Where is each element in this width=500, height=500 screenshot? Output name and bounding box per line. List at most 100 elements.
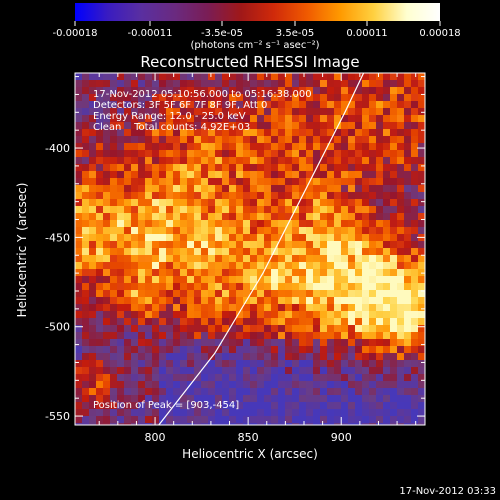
heatmap-cell [383,213,391,221]
heatmap-cell [383,108,391,116]
heatmap-cell [138,80,146,88]
heatmap-cell [243,101,251,109]
heatmap-cell [341,339,349,347]
heatmap-cell [194,108,202,116]
heatmap-cell [173,241,181,249]
heatmap-cell [229,290,237,298]
heatmap-cell [82,409,90,417]
heatmap-cell [348,325,356,333]
heatmap-cell [75,332,83,340]
heatmap-cell [285,101,293,109]
y-tick-label: -450 [45,231,70,244]
heatmap-cell [369,283,377,291]
heatmap-cell [243,332,251,340]
heatmap-cell [194,402,202,410]
heatmap-cell [229,283,237,291]
heatmap-cell [152,192,160,200]
heatmap-cell [285,423,293,425]
heatmap-cell [348,416,356,424]
heatmap-cell [264,80,272,88]
heatmap-cell [257,220,265,228]
heatmap-cell [306,164,314,172]
heatmap-cell [383,381,391,389]
heatmap-cell [264,276,272,284]
heatmap-cell [404,255,412,263]
heatmap-cell [418,171,425,179]
heatmap-cell [278,262,286,270]
heatmap-cell [292,325,300,333]
heatmap-cell [418,87,425,95]
heatmap-cell [397,150,405,158]
heatmap-cell [82,381,90,389]
heatmap-cell [82,255,90,263]
heatmap-cell [152,290,160,298]
heatmap-cell [376,234,384,242]
heatmap-cell [250,150,258,158]
heatmap-cell [313,136,321,144]
heatmap-cell [250,374,258,382]
heatmap-cell [362,143,370,151]
heatmap-cell [103,325,111,333]
heatmap-cell [173,171,181,179]
heatmap-cell [103,94,111,102]
heatmap-cell [341,227,349,235]
heatmap-cell [418,360,425,368]
heatmap-cell [250,185,258,193]
heatmap-cell [201,157,209,165]
heatmap-cell [117,178,125,186]
heatmap-cell [348,136,356,144]
heatmap-cell [327,318,335,326]
heatmap-cell [138,150,146,158]
heatmap-cell [292,423,300,425]
heatmap-cell [222,325,230,333]
heatmap-cell [187,157,195,165]
heatmap-cell [390,416,398,424]
heatmap-cell [145,423,153,425]
heatmap-cell [152,234,160,242]
heatmap-cell [418,276,425,284]
heatmap-cell [362,409,370,417]
heatmap-cell [397,171,405,179]
heatmap-cell [145,87,153,95]
heatmap-cell [103,374,111,382]
heatmap-cell [75,241,83,249]
heatmap-cell [355,206,363,214]
heatmap-cell [236,157,244,165]
heatmap-cell [187,346,195,354]
heatmap-cell [229,213,237,221]
heatmap-cell [110,73,118,81]
heatmap-cell [138,185,146,193]
heatmap-cell [264,339,272,347]
heatmap-cell [292,80,300,88]
heatmap-cell [285,178,293,186]
heatmap-cell [152,409,160,417]
heatmap-cell [313,115,321,123]
heatmap-cell [306,276,314,284]
heatmap-cell [334,318,342,326]
heatmap-cell [285,94,293,102]
heatmap-cell [243,325,251,333]
heatmap-cell [376,388,384,396]
heatmap-cell [243,269,251,277]
heatmap-cell [145,339,153,347]
heatmap-cell [117,311,125,319]
heatmap-cell [131,136,139,144]
heatmap-cell [166,171,174,179]
heatmap-cell [404,423,412,425]
heatmap-cell [110,87,118,95]
heatmap-cell [411,311,419,319]
heatmap-cell [264,255,272,263]
heatmap-cell [411,367,419,375]
heatmap-cell [103,122,111,130]
heatmap-cell [348,185,356,193]
heatmap-cell [89,101,97,109]
heatmap-cell [180,388,188,396]
heatmap-cell [376,101,384,109]
heatmap-cell [117,367,125,375]
heatmap-cell [159,94,167,102]
heatmap-cell [383,290,391,298]
heatmap-cell [229,122,237,130]
heatmap-cell [187,248,195,256]
heatmap-cell [411,108,419,116]
heatmap-cell [222,388,230,396]
